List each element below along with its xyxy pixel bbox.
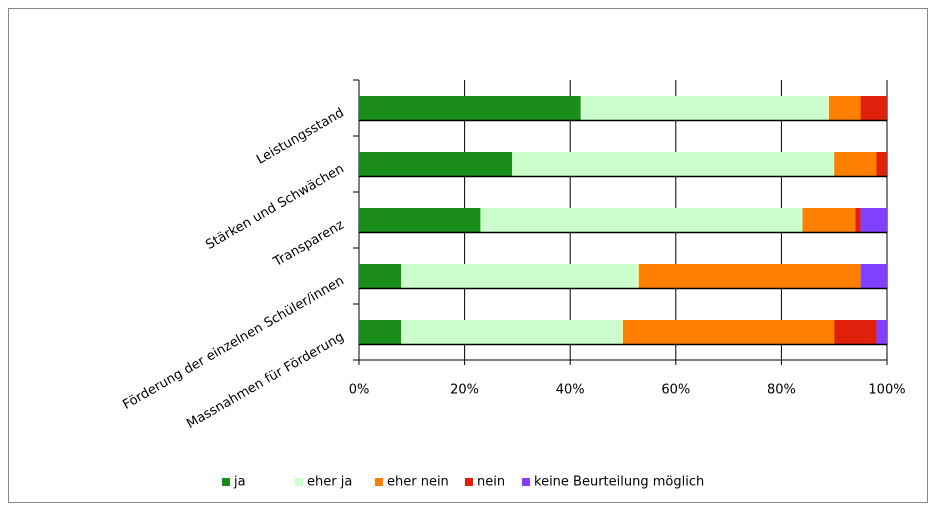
bar-segment (876, 152, 887, 176)
chart-frame (8, 8, 928, 503)
bar-segment (828, 96, 861, 120)
x-tick-label: 80% (767, 383, 796, 398)
bar-segment (834, 320, 877, 344)
bar-segment (860, 208, 887, 232)
legend-label: eher ja (307, 475, 352, 490)
bar-segment (359, 320, 402, 344)
bar-segment (401, 264, 639, 288)
legend-swatch (375, 478, 383, 486)
bar-segment (359, 152, 513, 176)
x-tick-label: 20% (450, 383, 479, 398)
legend-label: eher nein (387, 475, 449, 490)
legend-swatch (465, 478, 473, 486)
legend-label: keine Beurteilung möglich (534, 475, 704, 490)
legend-swatch (222, 478, 230, 486)
legend-swatch (295, 478, 303, 486)
legend-label: nein (477, 475, 505, 490)
bar-segment (401, 320, 623, 344)
bar-segment (860, 264, 887, 288)
x-tick-label: 0% (349, 383, 370, 398)
bar-segment (480, 208, 803, 232)
bar-segment (834, 152, 877, 176)
x-tick-label: 40% (556, 383, 585, 398)
legend-label: ja (233, 475, 246, 490)
bar-segment (359, 264, 402, 288)
bar-segment (802, 208, 856, 232)
bar-segment (623, 320, 835, 344)
bar-segment (876, 320, 887, 344)
bar-segment (638, 264, 861, 288)
x-tick-label: 100% (868, 383, 905, 398)
legend-swatch (522, 478, 530, 486)
x-tick-label: 60% (661, 383, 690, 398)
bar-segment (580, 96, 829, 120)
bar-segment (860, 96, 887, 120)
bar-segment (512, 152, 835, 176)
bar-segment (855, 208, 861, 232)
bar-segment (359, 96, 581, 120)
bar-segment (359, 208, 481, 232)
